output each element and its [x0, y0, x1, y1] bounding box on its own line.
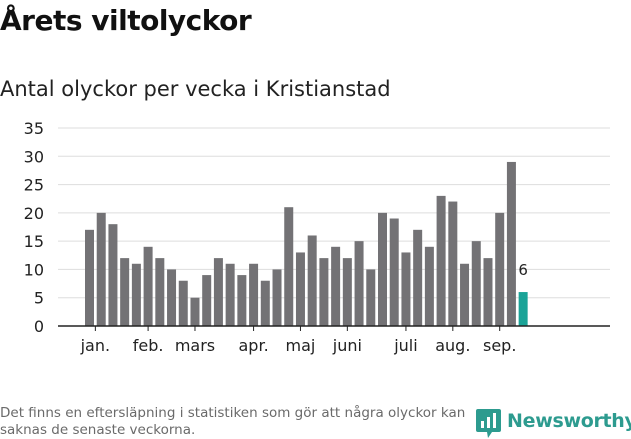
- y-tick-label: 0: [34, 317, 44, 336]
- bar: [460, 263, 470, 326]
- y-axis-ticks: 0 5 10 15 20 25 30 35: [24, 119, 44, 336]
- bar: [225, 263, 235, 326]
- y-tick-label: 35: [24, 119, 44, 138]
- bar: [190, 297, 200, 326]
- brand-logo: Newsworthy: [476, 409, 631, 439]
- newsworthy-logo-icon: [476, 409, 501, 438]
- bar: [155, 258, 165, 326]
- chart-subtitle: Antal olyckor per vecka i Kristianstad: [0, 77, 391, 101]
- x-tick-label: jan.: [80, 336, 110, 355]
- brand-name: Newsworthy: [507, 410, 631, 432]
- y-tick-label: 25: [24, 176, 44, 195]
- x-tick-label: maj: [286, 336, 316, 355]
- x-tick-label: feb.: [133, 336, 164, 355]
- bar: [424, 246, 434, 326]
- bar: [389, 218, 399, 326]
- bar: [401, 252, 411, 326]
- bar: [108, 224, 118, 326]
- bar: [249, 263, 259, 326]
- bar: [178, 280, 188, 326]
- bar: [237, 275, 247, 326]
- bar: [378, 212, 387, 326]
- x-tick-label: mars: [175, 336, 215, 355]
- bar: [471, 241, 481, 326]
- x-tick-label: juli: [393, 336, 417, 355]
- bar: [143, 246, 153, 326]
- bar: [354, 241, 364, 326]
- y-tick-label: 15: [24, 232, 44, 251]
- bar: [96, 212, 106, 326]
- bar: [413, 229, 423, 326]
- bar: [319, 258, 329, 326]
- y-tick-label: 20: [24, 204, 44, 223]
- bar: [167, 269, 177, 326]
- bar: [260, 280, 270, 326]
- bar: [342, 258, 352, 326]
- x-tick-label: apr.: [239, 336, 269, 355]
- y-tick-label: 10: [24, 260, 44, 279]
- bar: [483, 258, 493, 326]
- bar: [131, 263, 141, 326]
- bar: [295, 252, 305, 326]
- bar: [213, 258, 223, 326]
- bar: [120, 258, 130, 326]
- bar: [284, 207, 294, 326]
- bar: [331, 246, 341, 326]
- chart-title: Årets viltolyckor: [0, 4, 252, 37]
- y-tick-label: 30: [24, 147, 44, 166]
- bar: [202, 275, 212, 326]
- bar: [307, 235, 317, 326]
- bar: [495, 212, 505, 326]
- x-tick-label: juni: [332, 336, 362, 355]
- x-tick-label: sep.: [483, 336, 516, 355]
- x-tick-label: aug.: [435, 336, 470, 355]
- footnote: Det finns en eftersläpning i statistiken…: [0, 405, 466, 438]
- y-tick-label: 5: [34, 289, 44, 308]
- bar: [436, 195, 446, 326]
- bar: [448, 201, 458, 326]
- bar: [506, 161, 516, 326]
- bar-value-label: 6: [518, 261, 528, 279]
- x-axis-month-labels: jan. feb. mars apr. maj juni juli aug. sep.: [80, 326, 516, 355]
- bar: [85, 229, 94, 326]
- bar: [366, 269, 376, 326]
- bar-chart: 0 5 10 15 20 25 30 35 6 jan. feb. mars apr. maj juni…: [24, 119, 610, 355]
- bar: [272, 269, 282, 326]
- bar-highlight: [518, 292, 528, 326]
- bars: 6: [85, 161, 528, 326]
